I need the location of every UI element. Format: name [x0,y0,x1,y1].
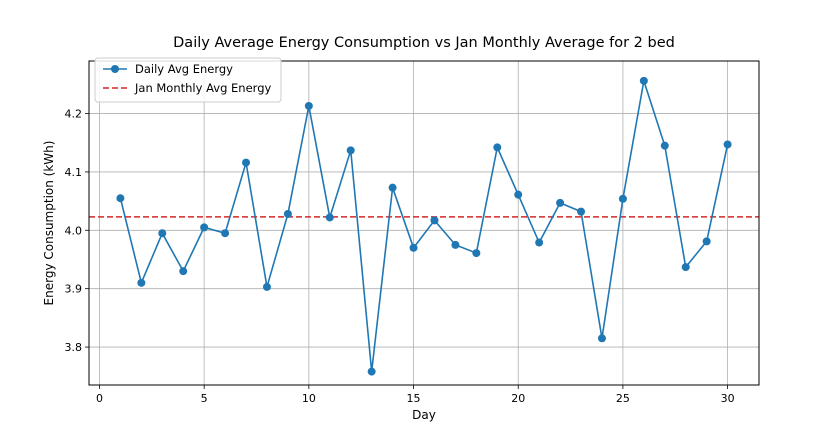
data-point [618,194,627,203]
grid [89,61,759,385]
x-tick-label: 5 [201,392,208,405]
data-point [660,141,669,150]
data-point [179,267,188,276]
data-point [137,278,146,287]
y-tick-label: 3.9 [65,283,83,296]
data-point [325,213,334,222]
data-point [639,76,648,85]
x-tick-label: 30 [721,392,735,405]
legend-box [94,57,282,103]
data-point [409,243,418,252]
data-point [451,240,460,249]
x-tick-label: 25 [616,392,630,405]
y-axis: 3.8 3.9 4.0 4.1 4.2 [65,108,89,354]
y-tick-label: 4.1 [65,166,83,179]
data-point [597,334,606,343]
y-tick-label: 4.2 [65,108,83,121]
x-tick-label: 10 [302,392,316,405]
data-point [535,238,544,247]
y-axis-label: Energy Consumption (kWh) [42,141,56,306]
legend-marker-daily [111,65,119,73]
data-point [346,146,355,155]
data-point [367,367,376,376]
data-point [723,140,732,149]
data-point [242,158,251,167]
series-layer [116,76,732,376]
data-point [388,183,397,192]
data-point [200,223,209,232]
legend-label: Jan Monthly Avg Energy [134,81,271,95]
data-point [430,216,439,225]
data-point [577,207,586,216]
data-point [304,101,313,110]
chart-title: Daily Average Energy Consumption vs Jan … [173,35,675,51]
data-point [514,190,523,199]
y-tick-label: 3.8 [65,341,83,354]
x-tick-label: 20 [511,392,525,405]
legend-label: Daily Avg Energy [135,62,233,76]
data-point [681,263,690,272]
data-point [493,143,502,152]
data-point [158,229,167,238]
data-point [556,198,565,207]
legend: Daily Avg Energy Jan Monthly Avg Energy [94,57,282,103]
plot-frame [88,60,760,386]
x-axis-label: Day [412,408,436,422]
data-point [221,229,230,238]
x-tick-label: 15 [407,392,421,405]
data-point [283,209,292,218]
data-point [472,249,481,258]
data-point [262,282,271,291]
y-tick-label: 4.0 [65,224,83,237]
data-point [702,237,711,246]
data-point [116,194,125,203]
x-tick-label: 0 [96,392,103,405]
x-axis: 0 5 10 15 20 25 30 [96,385,735,405]
